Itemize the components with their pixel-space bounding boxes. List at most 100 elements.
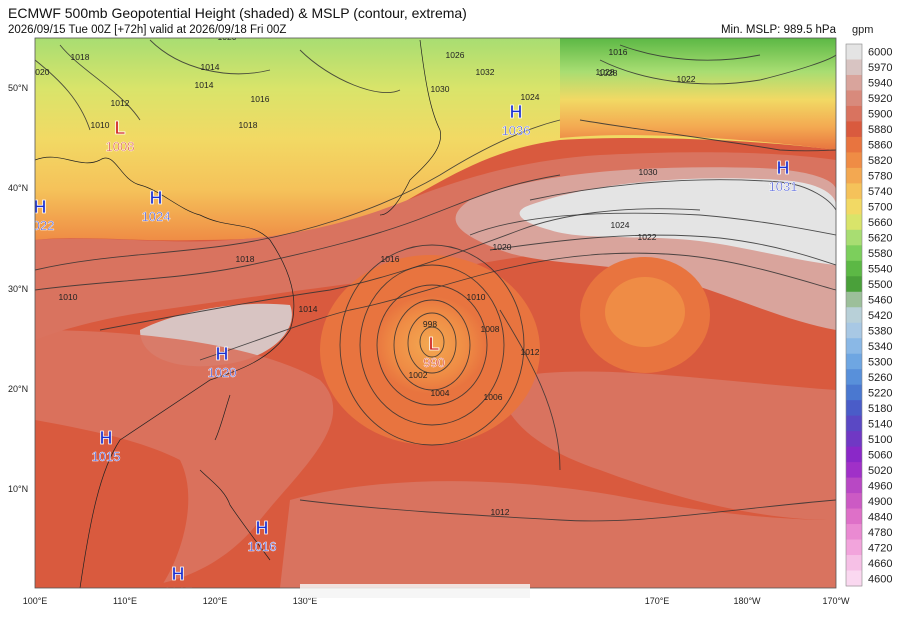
colorbar-label: 5920 [868, 93, 892, 105]
contour-label: 1020 [493, 242, 512, 252]
lat-label: 40°N [8, 183, 28, 193]
colorbar-swatch [846, 152, 862, 169]
contour-label: 1012 [111, 98, 130, 108]
colorbar: 6000 5970 5940 5920 5900 5880 5860 5820 5780 5740… [845, 43, 892, 587]
contour-label: 1014 [299, 304, 318, 314]
colorbar-swatch [846, 121, 862, 138]
center-type: L [115, 118, 126, 138]
colorbar-swatch [846, 322, 862, 339]
colorbar-label: 5540 [868, 264, 892, 276]
contour-label: 1024 [611, 220, 630, 230]
contour-label: 1016 [381, 254, 400, 264]
contour-label: 1018 [236, 254, 255, 264]
colorbar-label: 5900 [868, 109, 892, 121]
pressure-centers: H1036L1008H1024H1022H1031H1020L990H1015H… [26, 102, 798, 588]
contour-label: 1020 [218, 32, 237, 42]
colorbar-label: 5970 [868, 62, 892, 74]
colorbar-swatch [846, 74, 862, 91]
field-se [500, 371, 836, 520]
coastline [35, 39, 441, 588]
colorbar-label: 5020 [868, 465, 892, 477]
contour-label: 1024 [521, 92, 540, 102]
colorbar-label: 4840 [868, 511, 892, 523]
center-value: 1022 [26, 218, 55, 233]
center-value: 1020 [208, 365, 237, 380]
colorbar-label: 5740 [868, 186, 892, 198]
center-type: H [100, 428, 113, 448]
contour-label: 1010 [467, 292, 486, 302]
center-value: 1036 [502, 123, 531, 138]
colorbar-label: 5620 [868, 233, 892, 245]
colorbar-unit: gpm [852, 24, 873, 36]
center-value: 1024 [142, 209, 171, 224]
center-type: H [34, 197, 47, 217]
field-sw-red [35, 420, 189, 588]
colorbar-label: 5060 [868, 449, 892, 461]
colorbar-swatch [846, 136, 862, 153]
colorbar-label: 5460 [868, 295, 892, 307]
colorbar-label: 5180 [868, 403, 892, 415]
contour-label: 1012 [491, 507, 510, 517]
colorbar-swatch [846, 384, 862, 401]
center-value: 1016 [248, 539, 277, 554]
colorbar-label: 5220 [868, 387, 892, 399]
contour-label: 1032 [476, 67, 495, 77]
colorbar-label: 5880 [868, 124, 892, 136]
colorbar-swatch [846, 260, 862, 277]
colorbar-label: 4780 [868, 527, 892, 539]
center-type: H [256, 518, 269, 538]
contour-label: 1028 [596, 67, 615, 77]
colorbar-label: 5860 [868, 140, 892, 152]
field-low2-core [605, 277, 685, 347]
watermark [300, 584, 530, 598]
lon-labels: 100°E 110°E 120°E 130°E 170°E 180°W 170°W [23, 596, 850, 606]
colorbar-swatch [846, 524, 862, 541]
center-value: 1008 [106, 139, 135, 154]
colorbar-swatch [846, 508, 862, 525]
colorbar-swatch [846, 214, 862, 231]
lon-label: 170°W [822, 596, 850, 606]
colorbar-label: 5500 [868, 279, 892, 291]
field-south [280, 481, 836, 588]
colorbar-label: 5340 [868, 341, 892, 353]
contour-label: 998 [423, 319, 437, 329]
contour-label: 1020 [31, 67, 50, 77]
center-type: H [150, 188, 163, 208]
contour-label: 1030 [639, 167, 658, 177]
lon-label: 120°E [203, 596, 228, 606]
colorbar-swatch [846, 555, 862, 572]
colorbar-label: 5580 [868, 248, 892, 260]
colorbar-swatch [846, 446, 862, 463]
contour-label: 1016 [609, 47, 628, 57]
colorbar-swatch [846, 539, 862, 556]
colorbar-label: 5420 [868, 310, 892, 322]
contour-label: 1018 [71, 52, 90, 62]
colorbar-frame [845, 43, 863, 587]
min-mslp: Min. MSLP: 989.5 hPa [721, 24, 837, 36]
colorbar-swatch [846, 167, 862, 184]
colorbar-swatch [846, 462, 862, 479]
contour-label: 1026 [446, 50, 465, 60]
colorbar-swatch [846, 353, 862, 370]
lon-label: 180°W [733, 596, 761, 606]
center-type: H [777, 158, 790, 178]
contour-label: 1006 [484, 392, 503, 402]
colorbar-label: 4720 [868, 542, 892, 554]
lat-label: 10°N [8, 484, 28, 494]
colorbar-swatch [846, 493, 862, 510]
colorbar-label: 5780 [868, 171, 892, 183]
contour-label: 1022 [638, 232, 657, 242]
colorbar-swatch [846, 431, 862, 448]
colorbar-label: 4960 [868, 480, 892, 492]
colorbar-swatch [846, 276, 862, 293]
center-value: 1031 [769, 179, 798, 194]
colorbar-swatch [846, 198, 862, 215]
colorbar-swatch [846, 400, 862, 417]
